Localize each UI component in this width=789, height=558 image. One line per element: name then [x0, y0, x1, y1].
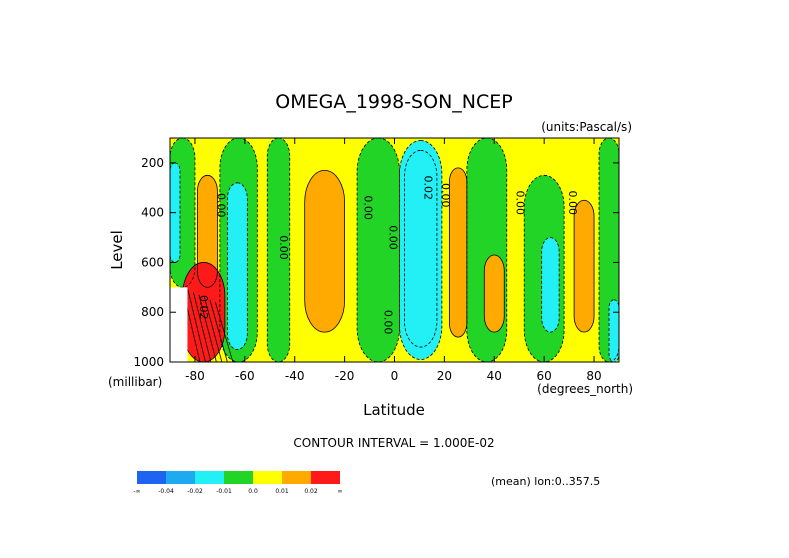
contour-region [357, 138, 400, 362]
colorbar-swatch [224, 471, 253, 484]
y-axis-label: Level [108, 230, 126, 270]
contour-line [215, 302, 234, 362]
colorbar-swatch [195, 471, 224, 484]
contour-region [541, 237, 560, 333]
x-tick-label: -80 [185, 369, 205, 383]
contour-line [483, 254, 505, 333]
contour-line [204, 297, 223, 362]
contour-label: 0.00 [362, 195, 375, 220]
x-tick-label: 0 [391, 369, 399, 383]
contour-line-layer [170, 138, 619, 362]
colorbar-swatch [253, 471, 282, 484]
contour-line [187, 289, 206, 362]
colorbar-swatch [166, 471, 195, 484]
contour-line [198, 294, 217, 362]
contour-line [399, 140, 443, 360]
y-tick-label: 1000 [133, 355, 164, 369]
colorbar-label: -∞ [133, 488, 140, 495]
y-axis-ticks: 200 400 600 800 1000 [133, 156, 619, 369]
contour-line [523, 174, 565, 362]
contour-region [484, 254, 505, 333]
contour-line [197, 174, 218, 288]
contour-line [304, 169, 346, 333]
x-axis-ticks: -80 -60 -40 -20 0 20 40 60 80 [185, 138, 602, 383]
colorbar-swatch [282, 471, 311, 484]
y-tick-label: 400 [141, 206, 164, 220]
contour-label: 0.00 [566, 190, 579, 215]
y-tick-label: 200 [141, 156, 164, 170]
x-axis-label: Latitude [363, 401, 425, 419]
colorbar-label: ∞ [338, 488, 343, 495]
x-tick-label: 40 [487, 369, 502, 383]
contour-line [193, 292, 212, 362]
contour-line [170, 138, 196, 288]
contour-labels: 0.00 0.00 0.00 0.00 0.02 0.00 0.00 0.00 0.00 0.02 [197, 176, 579, 335]
contour-label: 0.00 [382, 310, 395, 335]
chart-title: OMEGA_1998-SON_NCEP [275, 91, 512, 113]
contour-label: 0.02 [421, 176, 434, 201]
contour-region [609, 299, 619, 362]
mean-text: (mean) lon:0..357.5 [491, 475, 600, 488]
units-label: (units:Pascal/s) [541, 120, 632, 134]
contour-region [574, 200, 595, 333]
contour-region [449, 167, 467, 338]
contour-line [266, 138, 291, 362]
contour-line [573, 199, 595, 333]
x-tick-label: -60 [235, 369, 255, 383]
y-tick-label: 800 [141, 305, 164, 319]
contour-region [197, 175, 218, 288]
colorbar-label: -0.02 [187, 488, 203, 495]
x-tick-label: 80 [586, 369, 601, 383]
contour-interval-text: CONTOUR INTERVAL = 1.000E-02 [293, 436, 494, 450]
colorbar-swatch [137, 471, 166, 484]
contour-label: 0.00 [439, 183, 452, 208]
colorbar: -∞ -0.04 -0.02 -0.01 0.0 0.01 0.02 ∞ [133, 471, 343, 495]
y-axis-unit: (millibar) [108, 375, 162, 389]
y-tick-label: 600 [141, 255, 164, 269]
colorbar-label: 0.0 [248, 488, 258, 495]
x-tick-label: 60 [537, 369, 552, 383]
colorbar-label: -0.04 [158, 488, 174, 495]
colorbar-label: 0.02 [304, 488, 318, 495]
x-axis-unit: (degrees_north) [537, 382, 633, 396]
contour-line [404, 150, 438, 348]
contour-label: 0.02 [197, 295, 210, 320]
contour-line [466, 138, 508, 362]
contour-region [267, 138, 290, 362]
contour-label: 0.00 [277, 235, 290, 260]
contour-region [399, 140, 442, 360]
contour-region [304, 170, 345, 333]
colorbar-label: 0.01 [275, 488, 289, 495]
contour-label: 0.00 [214, 193, 227, 218]
below-ground-mask [170, 287, 188, 362]
contour-line [209, 299, 228, 362]
contour-label: 0.00 [387, 225, 400, 250]
contour-region [227, 182, 248, 350]
contour-line [541, 237, 560, 333]
colorbar-label: -0.01 [216, 488, 232, 495]
contour-label: 0.00 [514, 190, 527, 215]
contour-line [219, 138, 258, 362]
contour-line [226, 182, 248, 350]
x-tick-label: -40 [285, 369, 305, 383]
x-tick-label: -20 [335, 369, 355, 383]
x-tick-label: 20 [437, 369, 452, 383]
colorbar-swatch [311, 471, 340, 484]
